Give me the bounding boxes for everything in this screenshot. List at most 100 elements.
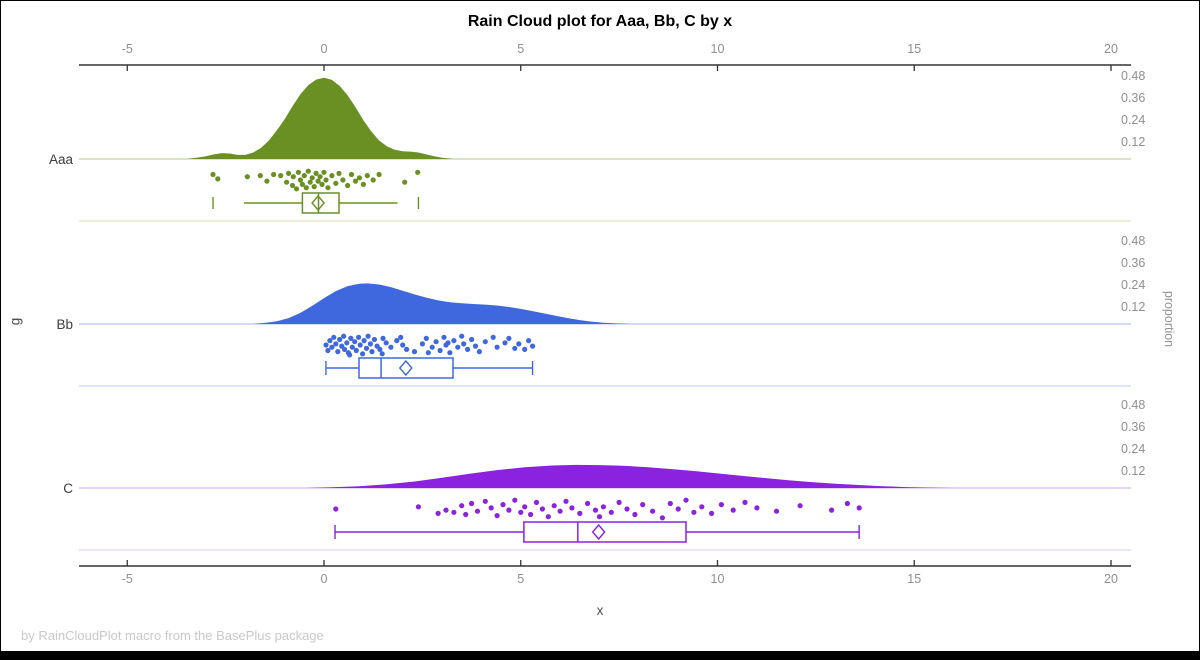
rain-point: [340, 177, 346, 183]
rain-point: [257, 173, 263, 179]
rain-point: [500, 502, 506, 508]
box-iqr: [523, 521, 687, 543]
rain-point: [569, 505, 575, 511]
rain-point: [286, 170, 292, 176]
rain-point: [400, 342, 406, 348]
rain-point: [369, 349, 375, 355]
rain-point: [482, 339, 488, 345]
bottom-axis-tick-label: 15: [907, 572, 922, 586]
rain-point: [325, 347, 331, 354]
rain-point: [297, 177, 303, 183]
rain-point: [370, 177, 376, 183]
footer-attribution: by RainCloudPlot macro from the BasePlus…: [21, 628, 324, 643]
rain-point: [364, 173, 370, 179]
proportion-tick-label: 0.36: [1121, 420, 1146, 434]
rain-point: [488, 505, 494, 511]
rain-point: [371, 336, 377, 343]
bottom-black-bar: [1, 651, 1199, 659]
rain-point: [333, 180, 339, 186]
rain-point: [596, 514, 603, 520]
bottom-axis-tick-label: 10: [710, 572, 725, 586]
rain-point: [551, 503, 557, 509]
rain-point: [675, 506, 681, 512]
rain-point: [469, 500, 475, 507]
rain-point: [585, 500, 591, 507]
rain-point: [347, 352, 353, 358]
rain-point: [335, 349, 341, 355]
rain-point: [667, 500, 673, 507]
rain-point: [284, 179, 290, 185]
rain-point: [691, 509, 697, 515]
rain-point: [289, 182, 296, 189]
rain-point: [437, 347, 443, 354]
proportion-tick-label: 0.12: [1121, 464, 1146, 478]
rain-point: [476, 349, 482, 355]
rain-point: [419, 341, 425, 347]
bottom-axis-tick-label: 0: [320, 572, 328, 586]
rain-point: [447, 350, 453, 356]
rain-point: [754, 505, 760, 511]
bottom-axis-tick-label: 20: [1104, 572, 1118, 586]
rain-point: [592, 507, 599, 513]
proportion-tick-label: 0.36: [1121, 256, 1146, 270]
proportion-tick-label: 0.24: [1121, 113, 1146, 127]
rain-point: [271, 171, 277, 178]
rain-point: [356, 175, 362, 181]
rain-point: [522, 346, 528, 352]
rain-point: [773, 508, 780, 514]
rain-point: [210, 171, 216, 178]
group-label-c: C: [63, 481, 73, 496]
rain-point: [742, 499, 748, 505]
rain-point: [518, 509, 524, 515]
box-iqr: [301, 192, 340, 214]
rain-point: [512, 345, 518, 351]
rain-point: [290, 174, 296, 180]
rain-point: [451, 509, 457, 515]
rain-point: [336, 170, 342, 176]
rain-point: [327, 338, 333, 344]
rain-point: [363, 345, 370, 351]
proportion-tick-label: 0.48: [1121, 69, 1146, 83]
rain-point: [443, 507, 449, 513]
rain-point: [307, 179, 313, 185]
rain-point: [718, 502, 725, 508]
rain-point: [435, 510, 441, 516]
rain-point: [463, 511, 469, 518]
top-axis-tick-label: -5: [121, 42, 133, 56]
top-axis-tick-label: 5: [517, 42, 525, 56]
rain-point: [367, 341, 373, 347]
rain-point: [829, 507, 835, 513]
rain-point: [844, 500, 851, 507]
rain-point: [459, 333, 465, 339]
y-axis-title: g: [7, 317, 23, 326]
rain-point: [545, 514, 551, 520]
rain-point: [379, 351, 385, 357]
rain-point: [293, 186, 300, 192]
rain-point: [423, 335, 429, 341]
rain-point: [411, 349, 418, 355]
rain-point: [317, 174, 323, 180]
rain-point: [699, 504, 705, 510]
rain-point: [309, 175, 315, 181]
rain-point: [383, 340, 389, 346]
rain-point: [352, 178, 359, 184]
rain-point: [337, 336, 343, 343]
rain-point: [353, 347, 359, 354]
rain-point: [329, 344, 335, 350]
rain-point: [323, 177, 329, 183]
mean-diamond: [591, 523, 606, 541]
rain-point: [616, 499, 622, 505]
rain-point: [264, 178, 270, 184]
rain-point: [433, 339, 439, 345]
rain-point: [425, 350, 431, 356]
rain-point: [361, 338, 367, 344]
top-axis-tick-label: 10: [710, 42, 725, 56]
rain-point: [341, 346, 348, 352]
rain-point: [461, 341, 467, 347]
rain-point: [344, 340, 350, 346]
rain-point: [349, 344, 355, 350]
rain-point: [278, 173, 284, 179]
rain-point: [323, 342, 329, 348]
rain-point: [244, 174, 250, 180]
rain-point: [348, 335, 354, 341]
